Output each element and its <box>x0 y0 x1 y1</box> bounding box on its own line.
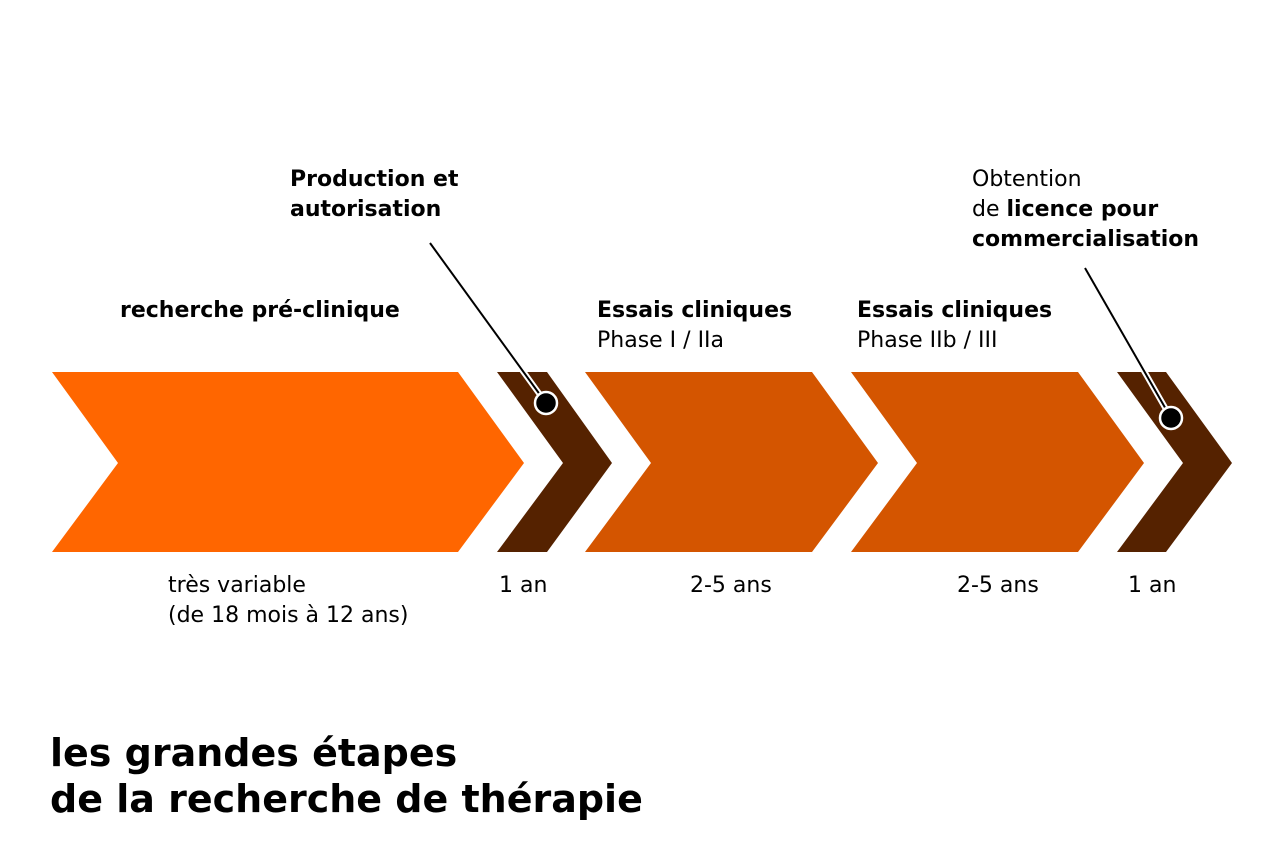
callout-line-licence <box>1084 267 1172 419</box>
stage-duration-licence: 1 an <box>1128 573 1177 598</box>
diagram-title: les grandes étapes de la recherche de th… <box>50 730 643 822</box>
callout-licence-line2: de licence pour <box>972 195 1199 225</box>
callout-production-line1: Production et <box>290 167 459 192</box>
stage-chevron-phase-2b-3 <box>851 372 1144 552</box>
callout-licence-label: Obtention de licence pour commercialisat… <box>972 165 1199 255</box>
stage-chevron-phase-1-2a <box>585 372 878 552</box>
callout-licence-line2-plain: de <box>972 197 1007 222</box>
stage-label-phase-1-2a-line1: Essais cliniques <box>597 298 793 323</box>
stage-label-phase-1-2a: Essais cliniques Phase I / IIa <box>597 296 792 356</box>
callout-licence-line1: Obtention <box>972 167 1082 192</box>
stage-label-phase-2b-3-line2: Phase IIb / III <box>857 328 998 353</box>
callout-production-line2: autorisation <box>290 197 442 222</box>
callout-production-label: Production et autorisation <box>290 165 458 225</box>
diagram-title-line1: les grandes étapes <box>50 731 458 775</box>
callout-line-production <box>429 242 547 404</box>
stage-label-phase-2b-3-line1: Essais cliniques <box>857 298 1053 323</box>
stage-duration-phase-1-2a: 2-5 ans <box>690 573 772 598</box>
callout-licence-line3: commercialisation <box>972 227 1200 252</box>
stage-label-phase-1-2a-line2: Phase I / IIa <box>597 328 725 353</box>
stage-duration-preclinical-line2: (de 18 mois à 12 ans) <box>168 603 409 628</box>
stage-label-phase-2b-3: Essais cliniques Phase IIb / III <box>857 296 1052 356</box>
stage-duration-preclinical-line1: très variable <box>168 573 306 598</box>
stage-label-preclinical: recherche pré-clinique <box>120 298 400 323</box>
stage-duration-preclinical: très variable (de 18 mois à 12 ans) <box>168 571 408 631</box>
stage-chevron-preclinical <box>52 372 524 552</box>
callout-dot-production <box>533 390 559 416</box>
callout-dot-licence <box>1158 405 1184 431</box>
diagram-title-line2: de la recherche de thérapie <box>50 777 643 821</box>
stage-duration-phase-2b-3: 2-5 ans <box>957 573 1039 598</box>
stage-duration-production: 1 an <box>499 573 548 598</box>
callout-licence-line2-bold: licence pour <box>1006 197 1159 222</box>
